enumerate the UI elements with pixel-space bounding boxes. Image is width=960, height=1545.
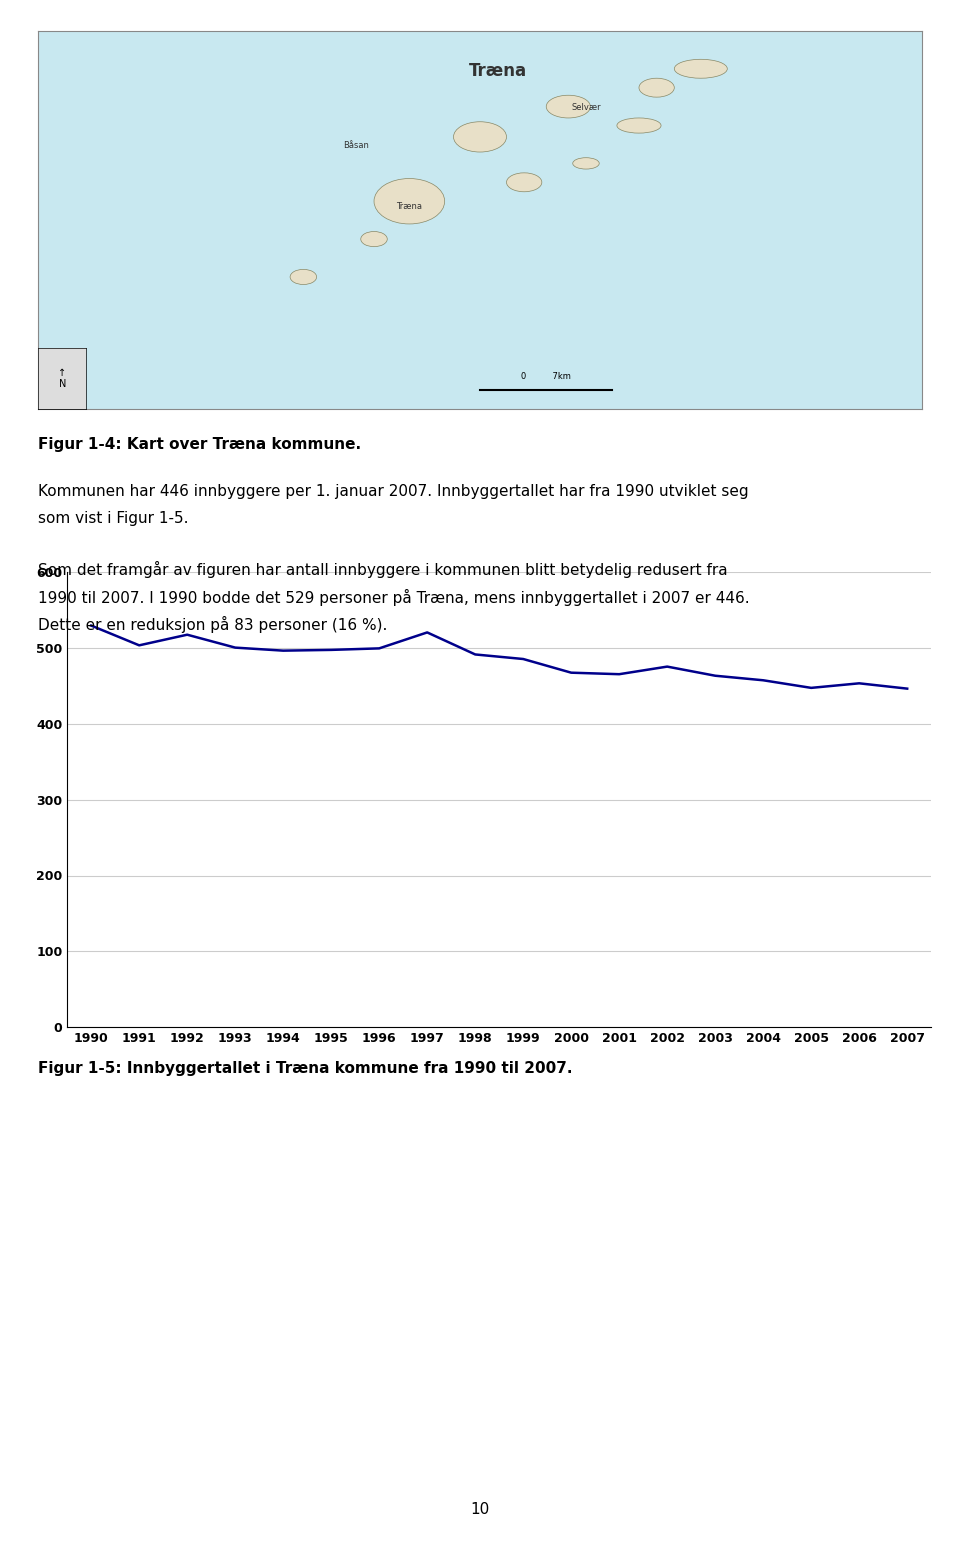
Text: Selvær: Selvær — [571, 104, 601, 113]
Ellipse shape — [617, 117, 661, 133]
Text: 1990 til 2007. I 1990 bodde det 529 personer på Træna, mens innbyggertallet i 20: 1990 til 2007. I 1990 bodde det 529 pers… — [38, 589, 750, 606]
Text: 10: 10 — [470, 1502, 490, 1517]
Text: Dette er en reduksjon på 83 personer (16 %).: Dette er en reduksjon på 83 personer (16… — [38, 616, 388, 633]
Ellipse shape — [639, 79, 674, 97]
Ellipse shape — [374, 179, 444, 224]
Text: Kommunen har 446 innbyggere per 1. januar 2007. Innbyggertallet har fra 1990 utv: Kommunen har 446 innbyggere per 1. janua… — [38, 484, 749, 499]
Text: ↑
N: ↑ N — [59, 368, 66, 389]
Text: som vist i Figur 1-5.: som vist i Figur 1-5. — [38, 511, 189, 527]
Ellipse shape — [507, 173, 541, 192]
Ellipse shape — [674, 59, 728, 79]
Ellipse shape — [453, 122, 507, 151]
Ellipse shape — [290, 269, 317, 284]
Text: Træna: Træna — [468, 62, 527, 80]
Ellipse shape — [546, 96, 590, 117]
Text: 0          7km: 0 7km — [521, 372, 571, 382]
Ellipse shape — [361, 232, 387, 247]
Text: Båsan: Båsan — [344, 141, 370, 150]
Text: Figur 1-4: Kart over Træna kommune.: Figur 1-4: Kart over Træna kommune. — [38, 437, 362, 453]
Text: Træna: Træna — [396, 202, 422, 210]
Text: Som det framgår av figuren har antall innbyggere i kommunen blitt betydelig redu: Som det framgår av figuren har antall in… — [38, 561, 728, 578]
Ellipse shape — [573, 158, 599, 168]
Text: Figur 1-5: Innbyggertallet i Træna kommune fra 1990 til 2007.: Figur 1-5: Innbyggertallet i Træna kommu… — [38, 1061, 573, 1077]
